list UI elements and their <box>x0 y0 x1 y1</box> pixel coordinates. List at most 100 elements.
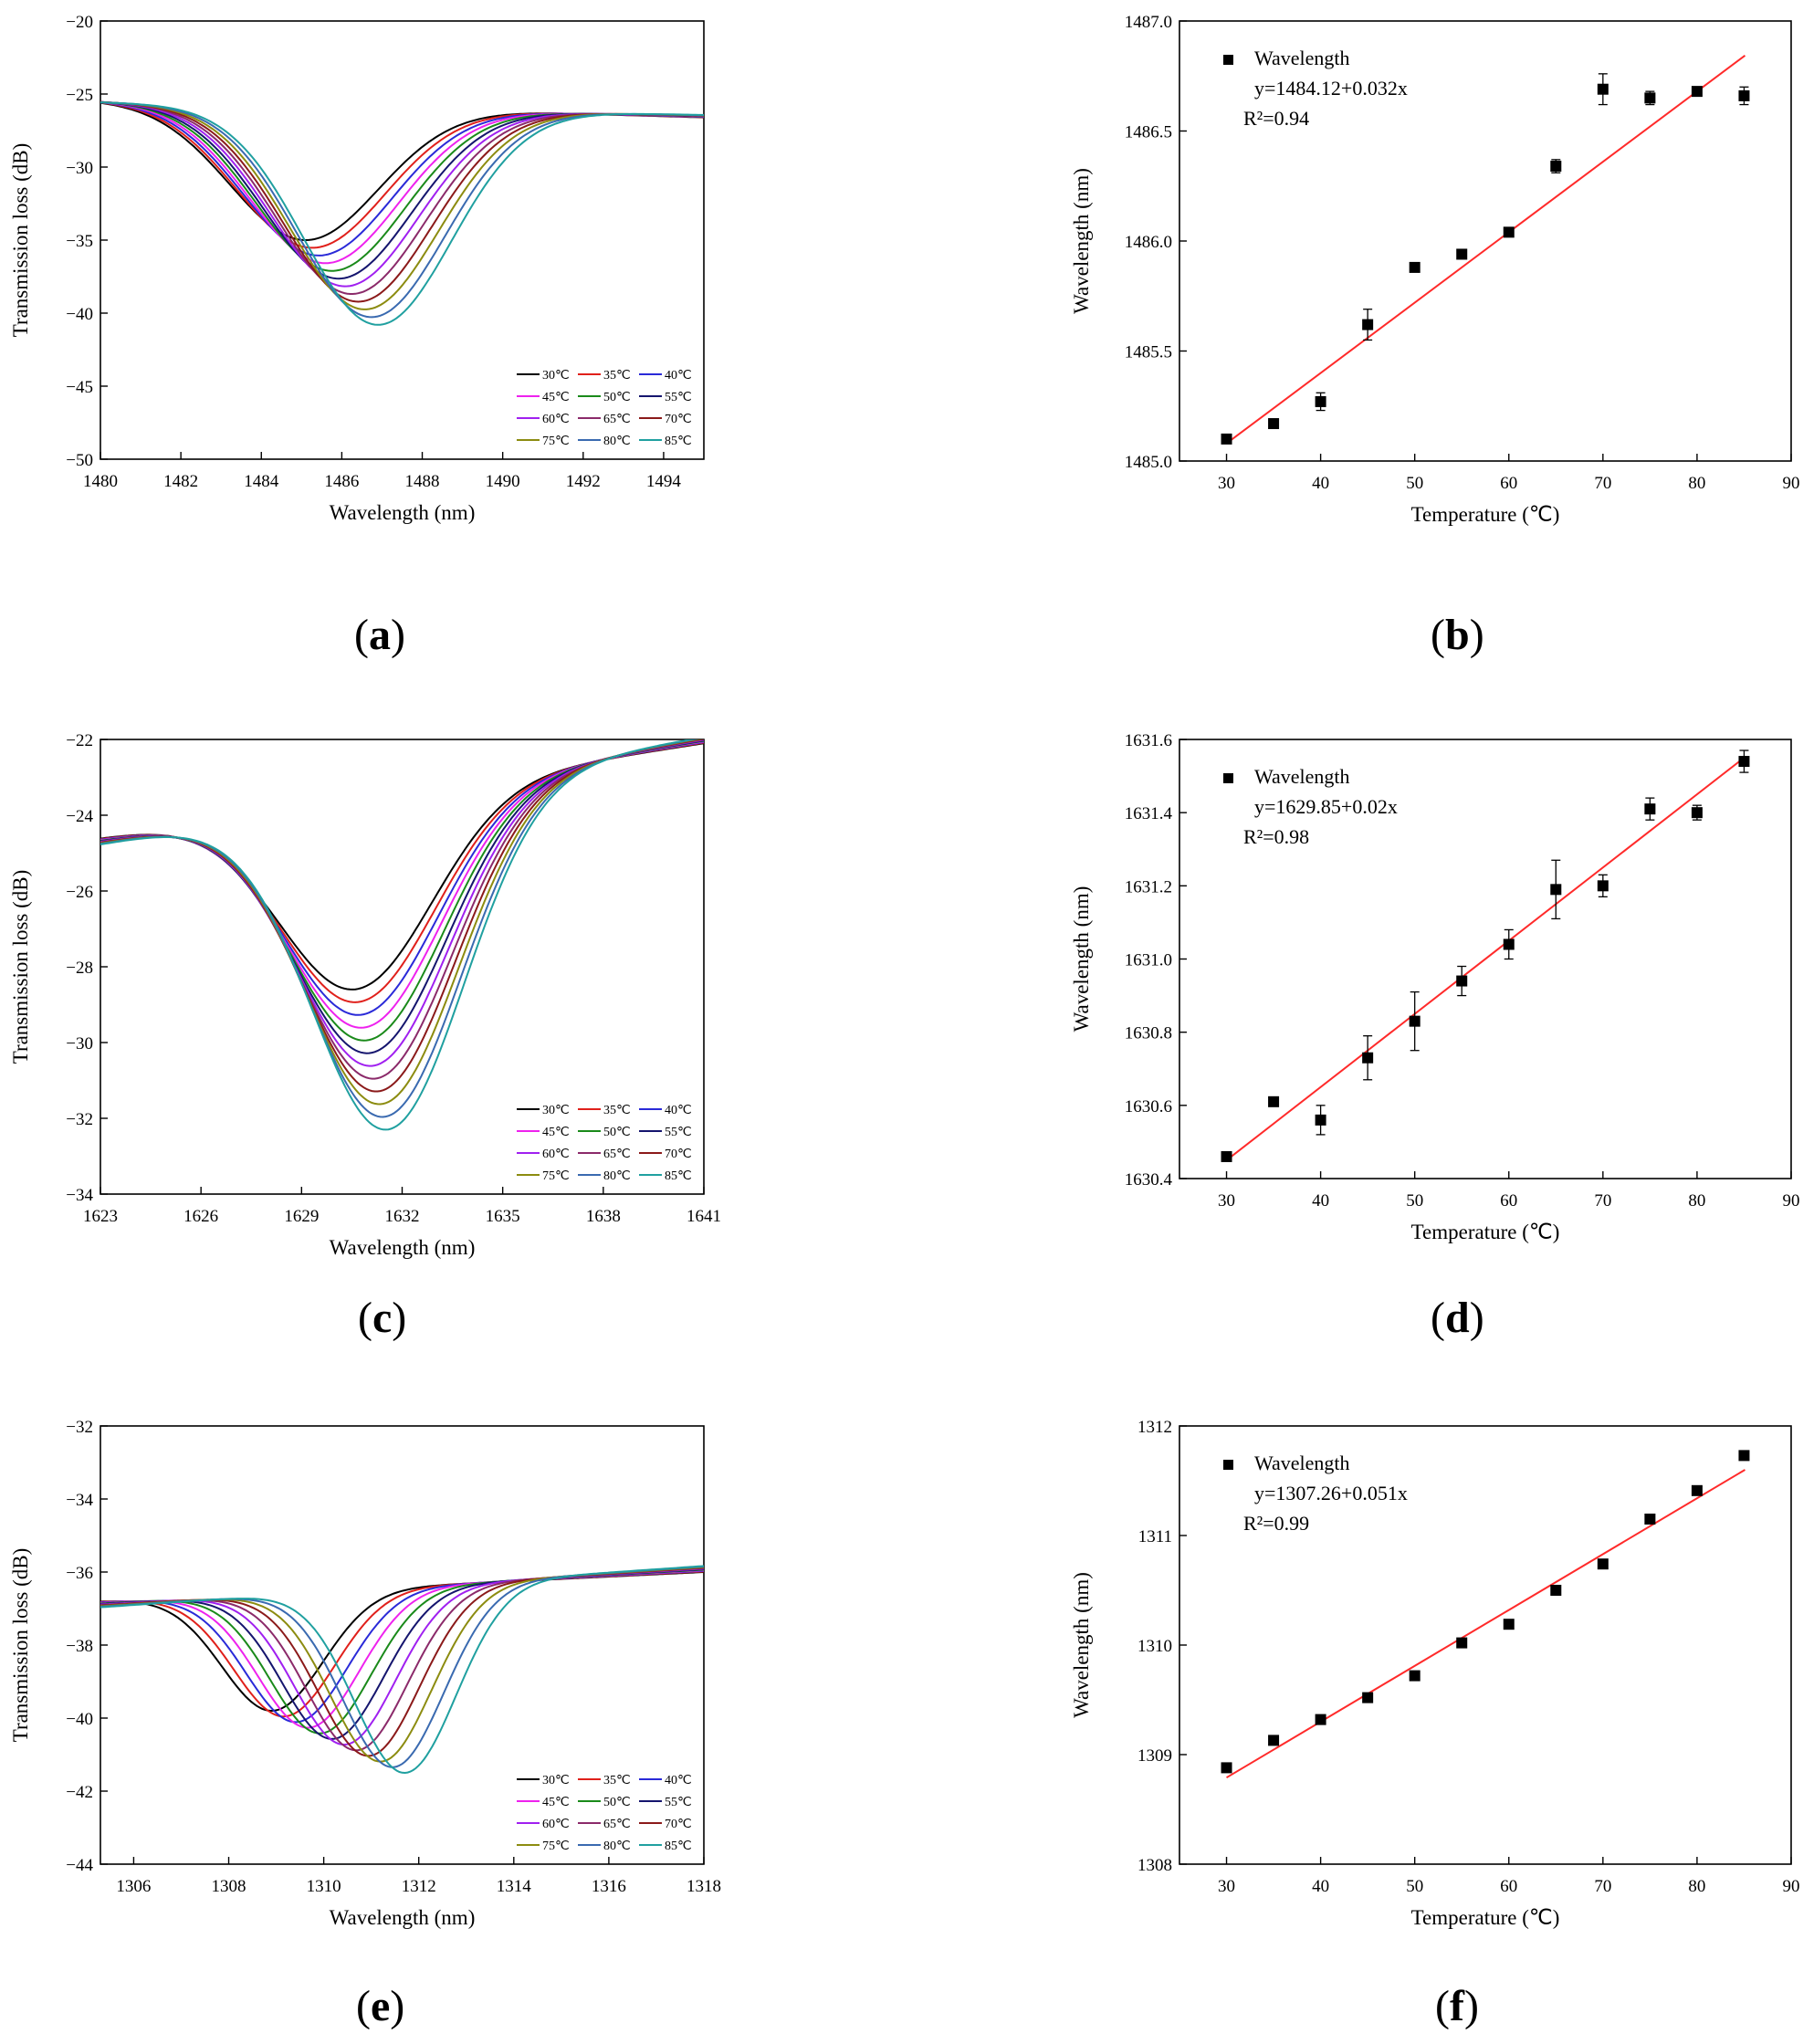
y-tick-label-a: −20 <box>66 13 93 32</box>
caption-f: (f) <box>1435 1982 1479 2030</box>
data-point-d <box>1456 975 1468 987</box>
legend-label-c-8: 70℃ <box>665 1148 692 1161</box>
x-tick-label-d: 80 <box>1688 1191 1705 1211</box>
y-tick-label-f: 1308 <box>1137 1856 1172 1875</box>
x-tick-label-b: 90 <box>1783 474 1800 493</box>
fit-equation-d: y=1629.85+0.02x <box>1254 795 1398 818</box>
legend-label-a-5: 55℃ <box>665 391 692 404</box>
caption-b-letter: b <box>1444 611 1470 659</box>
data-point-d <box>1738 756 1750 768</box>
data-point-f <box>1738 1450 1750 1462</box>
data-point-b <box>1268 418 1280 430</box>
x-axis-label-c: Wavelength (nm) <box>330 1236 476 1259</box>
series-line-e-0 <box>100 1571 704 1713</box>
legend-label-a-1: 35℃ <box>603 369 631 383</box>
data-point-d <box>1691 807 1703 819</box>
y-tick-label-d: 1631.4 <box>1125 804 1173 823</box>
legend-label-b: Wavelength <box>1254 47 1350 69</box>
x-tick-label-f: 40 <box>1312 1877 1329 1896</box>
y-tick-label-a: −25 <box>66 86 93 105</box>
y-tick-label-b: 1486.0 <box>1125 233 1172 252</box>
x-tick-label-b: 50 <box>1406 474 1423 493</box>
x-tick-label-d: 70 <box>1594 1191 1611 1211</box>
legend-label-a-10: 80℃ <box>603 435 631 448</box>
y-axis-label-f: Wavelength (nm) <box>1070 1572 1093 1718</box>
x-tick-label-b: 40 <box>1312 474 1329 493</box>
x-axis-label-e: Wavelength (nm) <box>330 1906 476 1929</box>
y-tick-label-d: 1631.2 <box>1125 877 1172 896</box>
x-tick-label-a: 1482 <box>163 472 198 491</box>
chart-panel-f: 30 40 50 60 70 80 90 1308 1309 1310 1311 1312 Temper… <box>901 1388 1803 2044</box>
chart-panel-a: 1480 1482 1484 1486 1488 1490 1492 1494 −50 −45 −4… <box>0 0 901 676</box>
chart-panel-c: 1623 1626 1629 1632 1635 1638 1641 −34 −32 −30 −28… <box>0 694 901 1369</box>
chart-panel-b: 30 40 50 60 70 80 90 1485.0 1485.5 1486.0 1486.5 14… <box>901 0 1803 676</box>
y-tick-label-c: −34 <box>66 1186 93 1205</box>
caption-a-letter: a <box>368 611 391 659</box>
data-point-d <box>1221 1150 1232 1162</box>
series-line-a-5 <box>100 100 704 280</box>
data-point-d <box>1550 884 1562 896</box>
legend-label-c-0: 30℃ <box>542 1104 570 1117</box>
legend-label-c-4: 50℃ <box>603 1126 631 1139</box>
caption-a: (a) <box>354 611 405 659</box>
data-point-f <box>1409 1670 1420 1682</box>
legend-label-e-1: 35℃ <box>603 1774 631 1787</box>
data-point-b <box>1644 92 1656 104</box>
x-tick-label-e: 1306 <box>116 1877 151 1896</box>
y-tick-label-e: −42 <box>66 1783 93 1802</box>
x-tick-label-d: 40 <box>1312 1191 1329 1211</box>
x-tick-label-f: 60 <box>1500 1877 1517 1896</box>
legend-label-f: Wavelength <box>1254 1452 1350 1474</box>
data-point-f <box>1456 1637 1468 1649</box>
legend-label-e-7: 65℃ <box>603 1818 631 1831</box>
legend-label-c-6: 60℃ <box>542 1148 570 1161</box>
series-line-e-2 <box>100 1569 704 1724</box>
x-tick-label-a: 1484 <box>244 472 279 491</box>
y-tick-label-b: 1486.5 <box>1125 123 1172 142</box>
fit-chart-f: 30 40 50 60 70 80 90 1308 1309 1310 1311 1312 Temper… <box>1070 1418 1800 1929</box>
series-group-c <box>100 739 704 1131</box>
chart-panel-d: 30 40 50 60 70 80 90 1630.4 1630.6 1630.8 1631.0 16… <box>901 694 1803 1369</box>
fit-line-b <box>1225 54 1746 445</box>
x-tick-label-c: 1641 <box>687 1207 721 1226</box>
legend-label-a-9: 75℃ <box>542 435 570 448</box>
series-line-a-11 <box>100 101 704 326</box>
legend-a: 30℃ 35℃ 40℃ 45℃ 50℃ 55℃ 60℃ 65℃ 70℃ 75℃ 80℃ 85℃ <box>517 369 692 448</box>
caption-b: (b) <box>1431 611 1484 659</box>
x-tick-label-e: 1314 <box>497 1877 532 1896</box>
y-axis-label-b: Wavelength (nm) <box>1070 168 1093 314</box>
legend-label-a-2: 40℃ <box>665 369 692 383</box>
data-point-b <box>1738 89 1750 101</box>
y-tick-label-c: −32 <box>66 1110 93 1129</box>
data-point-f <box>1362 1692 1374 1703</box>
spectrum-chart-e: 1306 1308 1310 1312 1314 1316 1318 −44 −42 −40 −38… <box>9 1418 721 1929</box>
legend-label-a-4: 50℃ <box>603 391 631 404</box>
data-point-b <box>1315 395 1326 407</box>
legend-marker-b <box>1223 55 1233 65</box>
y-tick-label-f: 1311 <box>1138 1527 1172 1546</box>
fit-chart-b: 30 40 50 60 70 80 90 1485.0 1485.5 1486.0 1486.5 14… <box>1070 13 1800 526</box>
caption-e: (e) <box>356 1982 405 2030</box>
x-axis-label-b: Temperature (℃) <box>1411 503 1560 526</box>
x-tick-label-f: 80 <box>1688 1877 1705 1896</box>
legend-label-c-3: 45℃ <box>542 1126 570 1139</box>
series-line-c-6 <box>100 739 704 1067</box>
y-tick-label-c: −26 <box>66 883 93 902</box>
x-tick-label-b: 80 <box>1688 474 1705 493</box>
fit-equation-b: y=1484.12+0.032x <box>1254 77 1408 100</box>
legend-label-e-10: 80℃ <box>603 1840 631 1853</box>
y-tick-label-f: 1312 <box>1137 1418 1172 1437</box>
x-tick-label-e: 1316 <box>592 1877 626 1896</box>
legend-label-e-11: 85℃ <box>665 1840 692 1853</box>
y-tick-label-c: −24 <box>66 807 93 826</box>
x-tick-label-c: 1629 <box>284 1207 319 1226</box>
legend-label-e-4: 50℃ <box>603 1796 631 1809</box>
x-tick-label-a: 1494 <box>646 472 682 491</box>
y-tick-label-d: 1631.0 <box>1125 951 1172 970</box>
series-line-e-8 <box>100 1567 704 1757</box>
y-tick-label-a: −40 <box>66 305 93 324</box>
x-axis-label-a: Wavelength (nm) <box>330 501 476 524</box>
series-group-a <box>100 100 704 326</box>
y-tick-label-e: −44 <box>66 1856 93 1875</box>
legend-marker-f <box>1223 1460 1233 1470</box>
